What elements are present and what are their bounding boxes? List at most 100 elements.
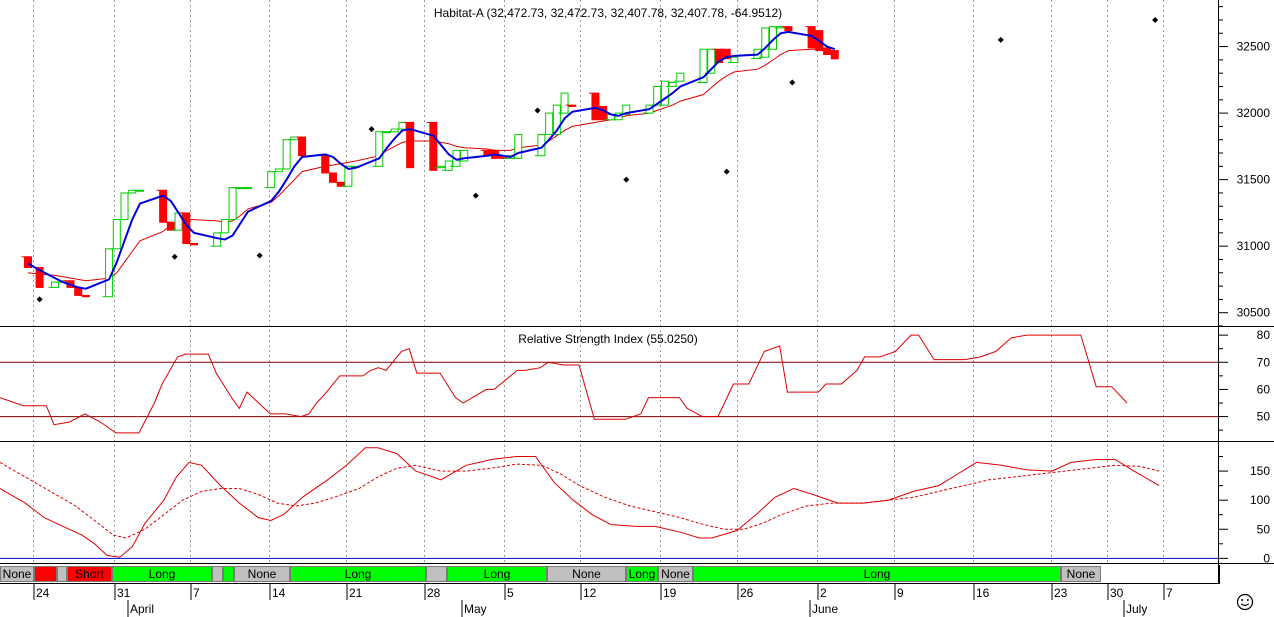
panel-frame — [0, 0, 1274, 584]
candle-up — [460, 149, 469, 162]
smiley-icon[interactable] — [1236, 593, 1254, 611]
candle-up — [390, 128, 399, 133]
day-label: 21 — [349, 586, 363, 600]
candle-up — [676, 72, 685, 82]
day-label: 7 — [193, 586, 200, 600]
diamond-marker — [171, 253, 178, 260]
oscillator-solid-line — [0, 447, 1160, 558]
day-label: 31 — [117, 586, 131, 600]
candle-up — [668, 81, 677, 87]
day-label: 14 — [272, 586, 286, 600]
candle-up — [228, 187, 237, 221]
candle-up — [552, 104, 561, 135]
price-panel: Habitat-A (32,472.73, 32,472.73, 32,407.… — [21, 6, 1271, 327]
candle-up — [444, 160, 453, 171]
candle-up — [290, 136, 299, 141]
rsi-tick-label: 80 — [1257, 328, 1271, 342]
price-tick-label: 32000 — [1237, 106, 1271, 120]
price-tick-label: 31500 — [1237, 173, 1271, 187]
signal-segment-short: Short — [67, 566, 112, 582]
signal-bar: None Short Long None Long Long None Long None Lon… — [0, 566, 1220, 583]
candle-up — [267, 171, 276, 189]
diamond-marker — [534, 107, 541, 114]
month-label: June — [812, 602, 838, 616]
rsi-title: Relative Strength Index (55.0250) — [518, 332, 697, 346]
vertical-gridlines — [33, 0, 1164, 563]
candle-up — [514, 133, 523, 159]
diamond-marker — [472, 192, 479, 199]
candle-up — [244, 187, 253, 190]
candle-down — [406, 121, 415, 169]
oscillator-tick-label: 100 — [1250, 493, 1270, 507]
diamond-marker — [789, 79, 796, 86]
oscillator-tick-label: 0 — [1263, 551, 1270, 565]
candle-up — [274, 168, 283, 173]
diamond-marker — [623, 176, 630, 183]
candle-down — [35, 266, 44, 288]
candle-down — [159, 189, 168, 223]
candle-up — [120, 192, 129, 221]
diamond-marker — [997, 36, 1004, 43]
signal-segment-long: Long — [626, 566, 658, 582]
candle-up — [282, 139, 291, 170]
signal-segment-none — [57, 566, 67, 582]
candle-up — [699, 48, 708, 83]
day-label: 16 — [976, 586, 990, 600]
diamond-marker — [723, 168, 730, 175]
month-label: April — [130, 602, 154, 616]
fast-moving-average — [27, 30, 836, 290]
price-chart-title: Habitat-A (32,472.73, 32,472.73, 32,407.… — [434, 6, 782, 20]
candle-up — [112, 219, 121, 250]
day-label: 28 — [427, 586, 441, 600]
candle-up — [344, 165, 353, 187]
diamond-marker — [256, 252, 263, 259]
candle-up — [220, 219, 229, 234]
signal-segment-none: None — [1061, 566, 1101, 582]
fast-ma-line — [27, 30, 836, 290]
candle-down — [722, 48, 731, 60]
candle-up — [730, 56, 739, 64]
rsi-line — [0, 334, 1128, 434]
day-label: 19 — [663, 586, 677, 600]
candle-down — [830, 50, 839, 60]
rsi-tick-label: 60 — [1257, 382, 1271, 396]
day-label: 2 — [820, 586, 827, 600]
price-tick-label: 32500 — [1237, 40, 1271, 54]
candle-up — [761, 27, 770, 58]
signal-segment-short — [34, 566, 57, 582]
rsi-bands — [0, 361, 1218, 418]
diamond-marker — [36, 296, 43, 303]
candle-up — [653, 85, 662, 106]
signal-segment-long: Long — [693, 566, 1061, 582]
day-label: 7 — [1166, 586, 1173, 600]
day-label: 30 — [1110, 586, 1124, 600]
day-label: 12 — [583, 586, 597, 600]
day-label: 9 — [897, 586, 904, 600]
month-label: July — [1126, 602, 1147, 616]
signal-markers — [36, 16, 1159, 303]
candle-down — [599, 105, 608, 121]
candle-down — [298, 136, 307, 157]
candle-up — [776, 26, 785, 29]
date-axis: 24 31 7 14 21 28 5 12 19 26 2 9 16 23 30 7 April May June J… — [33, 584, 1173, 617]
day-label: 26 — [740, 586, 754, 600]
signal-segment-none: None — [658, 566, 693, 582]
signal-segment-none — [212, 566, 223, 582]
candle-down — [166, 221, 175, 231]
candle-down — [823, 47, 832, 56]
candle-up — [398, 121, 407, 130]
day-label: 23 — [1054, 586, 1068, 600]
signal-segment-long — [223, 566, 234, 582]
price-candles — [21, 26, 839, 298]
rsi-axis-ticks: 50 60 70 80 — [1218, 328, 1271, 431]
candle-down — [336, 181, 345, 187]
candle-up — [437, 165, 446, 169]
candle-up — [622, 104, 631, 115]
diamond-marker — [1152, 16, 1159, 23]
candle-down — [568, 104, 577, 107]
candle-down — [784, 26, 793, 32]
price-tick-label: 30500 — [1237, 306, 1271, 320]
oscillator-panel: 0 50 100 150 — [0, 447, 1270, 565]
signal-segment-long: Long — [447, 566, 547, 582]
